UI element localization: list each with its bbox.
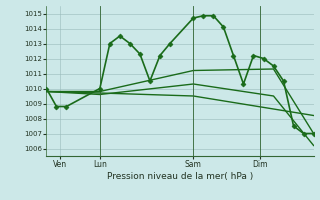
X-axis label: Pression niveau de la mer( hPa ): Pression niveau de la mer( hPa ) [107,172,253,181]
